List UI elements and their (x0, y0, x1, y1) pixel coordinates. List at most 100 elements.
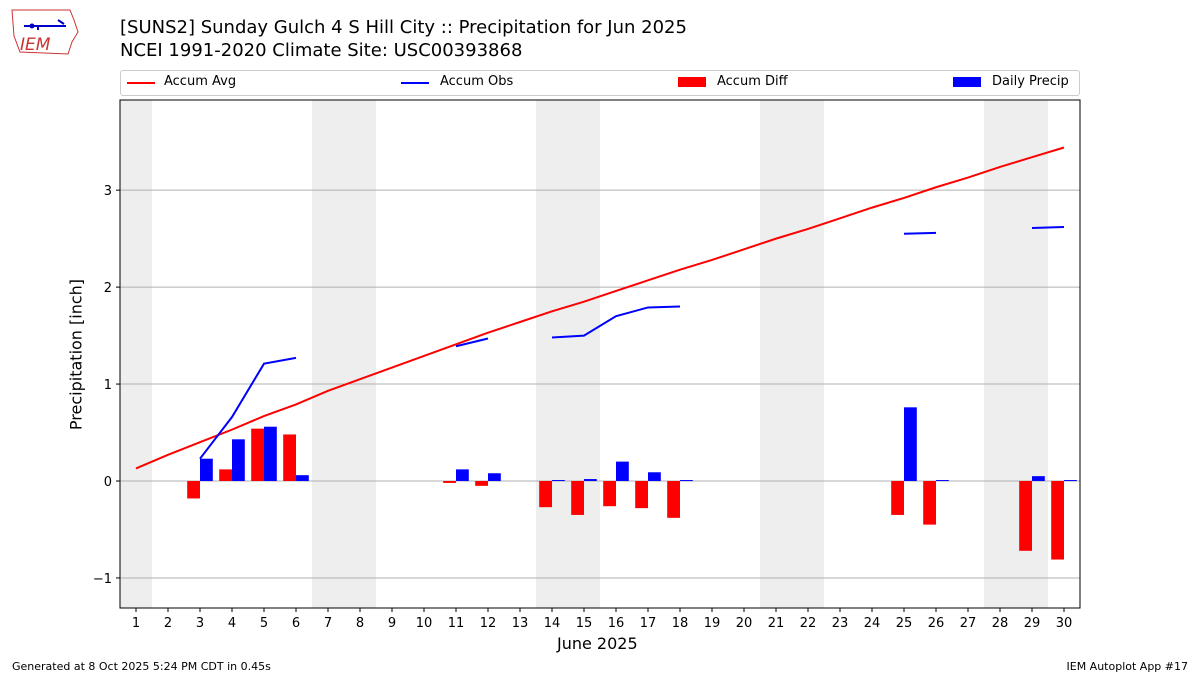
x-tick-label: 12 (480, 616, 497, 631)
x-tick-label: 7 (324, 616, 332, 631)
x-tick-label: 9 (388, 616, 396, 631)
x-tick-label: 14 (544, 616, 561, 631)
legend-obs-label: Accum Obs (440, 74, 514, 89)
accum-diff-bar (187, 481, 200, 499)
daily-precip-bar (616, 461, 629, 481)
daily-precip-bar (296, 475, 309, 481)
x-tick-label: 26 (928, 616, 945, 631)
x-tick-label: 10 (416, 616, 433, 631)
x-tick-label: 28 (992, 616, 1009, 631)
footer-generated: Generated at 8 Oct 2025 5:24 PM CDT in 0… (12, 660, 271, 673)
daily-precip-bar (456, 469, 469, 481)
accum-diff-bar (283, 434, 296, 481)
daily-precip-bar (936, 480, 949, 482)
x-tick-label: 19 (704, 616, 721, 631)
x-tick-label: 25 (896, 616, 913, 631)
legend-precip-label: Daily Precip (992, 74, 1069, 89)
accum-diff-bar (475, 481, 488, 486)
legend-precip-swatch (953, 77, 981, 87)
x-tick-label: 16 (608, 616, 625, 631)
accum-diff-bar (891, 481, 904, 515)
plot-frame (119, 99, 1081, 609)
weekend-shade (312, 100, 344, 608)
accum-diff-bar (571, 481, 584, 515)
legend-obs-swatch (401, 82, 429, 84)
y-tick-label: 1 (104, 378, 112, 393)
weekend-shade (792, 100, 824, 608)
weekend-shade (760, 100, 792, 608)
x-tick-label: 17 (640, 616, 657, 631)
daily-precip-bar (200, 458, 213, 481)
x-tick-label: 4 (228, 616, 236, 631)
y-tick-label: 3 (104, 184, 112, 199)
daily-precip-bar (1064, 480, 1077, 482)
daily-precip-bar (232, 439, 245, 481)
x-tick-label: 1 (132, 616, 140, 631)
daily-precip-bar (1032, 476, 1045, 481)
accum-diff-bar (603, 481, 616, 507)
x-tick-label: 5 (260, 616, 268, 631)
accum-diff-bar (443, 481, 456, 483)
daily-precip-bar (264, 426, 277, 481)
iowa-map-icon: IEM (11, 9, 79, 55)
accum-obs-line (199, 356, 297, 460)
chart-title: [SUNS2] Sunday Gulch 4 S Hill City :: Pr… (120, 17, 687, 38)
y-tick-label: −1 (93, 572, 112, 587)
accum-diff-bar (1051, 481, 1064, 560)
svg-text:IEM: IEM (20, 35, 51, 55)
daily-precip-bar (648, 472, 661, 481)
x-tick-label: 6 (292, 616, 300, 631)
legend-avg-swatch (127, 82, 155, 84)
daily-precip-bar (552, 480, 565, 482)
y-axis-label: Precipitation [inch] (66, 278, 86, 431)
x-tick-label: 13 (512, 616, 529, 631)
accum-obs-line (551, 305, 681, 339)
x-tick-label: 23 (832, 616, 849, 631)
daily-precip-bar (488, 473, 501, 481)
accum-diff-bar (635, 481, 648, 509)
x-tick-label: 3 (196, 616, 204, 631)
accum-diff-bar (251, 428, 264, 481)
x-tick-label: 15 (576, 616, 593, 631)
x-tick-label: 30 (1056, 616, 1073, 631)
accum-diff-bar (923, 481, 936, 525)
legend-diff-swatch (678, 77, 706, 87)
x-tick-label: 29 (1024, 616, 1041, 631)
x-tick-label: 21 (768, 616, 785, 631)
weekend-shade (344, 100, 376, 608)
y-tick-label: 0 (104, 475, 112, 490)
accum-diff-bar (667, 481, 680, 518)
weekend-shade (536, 100, 568, 608)
weekend-shade (120, 100, 152, 608)
x-tick-label: 22 (800, 616, 817, 631)
x-tick-label: 18 (672, 616, 689, 631)
x-tick-label: 20 (736, 616, 753, 631)
accum-diff-bar (219, 469, 232, 481)
legend-avg-label: Accum Avg (164, 74, 237, 89)
chart-subtitle: NCEI 1991-2020 Climate Site: USC00393868 (120, 40, 523, 61)
iem-logo: IEM (8, 6, 80, 58)
x-tick-label: 8 (356, 616, 364, 631)
accum-obs-line (455, 337, 489, 348)
daily-precip-bar (680, 480, 693, 482)
daily-precip-bar (584, 479, 597, 481)
x-tick-label: 27 (960, 616, 977, 631)
x-axis-label: June 2025 (557, 634, 638, 653)
accum-diff-bar (1019, 481, 1032, 551)
accum-diff-bar (539, 481, 552, 508)
accum-obs-line (1031, 226, 1065, 229)
daily-precip-bar (904, 407, 917, 481)
accum-obs-line (903, 231, 937, 235)
accum-avg-line (135, 146, 1065, 470)
legend-diff-label: Accum Diff (717, 74, 788, 89)
x-tick-label: 11 (448, 616, 465, 631)
x-tick-label: 24 (864, 616, 881, 631)
footer-app: IEM Autoplot App #17 (1066, 660, 1189, 673)
weekend-shade (568, 100, 600, 608)
x-tick-label: 2 (164, 616, 172, 631)
legend: Accum Avg Accum Obs Accum Diff Daily Pre… (120, 70, 1080, 96)
weekend-shade (984, 100, 1016, 608)
y-tick-label: 2 (104, 281, 112, 296)
